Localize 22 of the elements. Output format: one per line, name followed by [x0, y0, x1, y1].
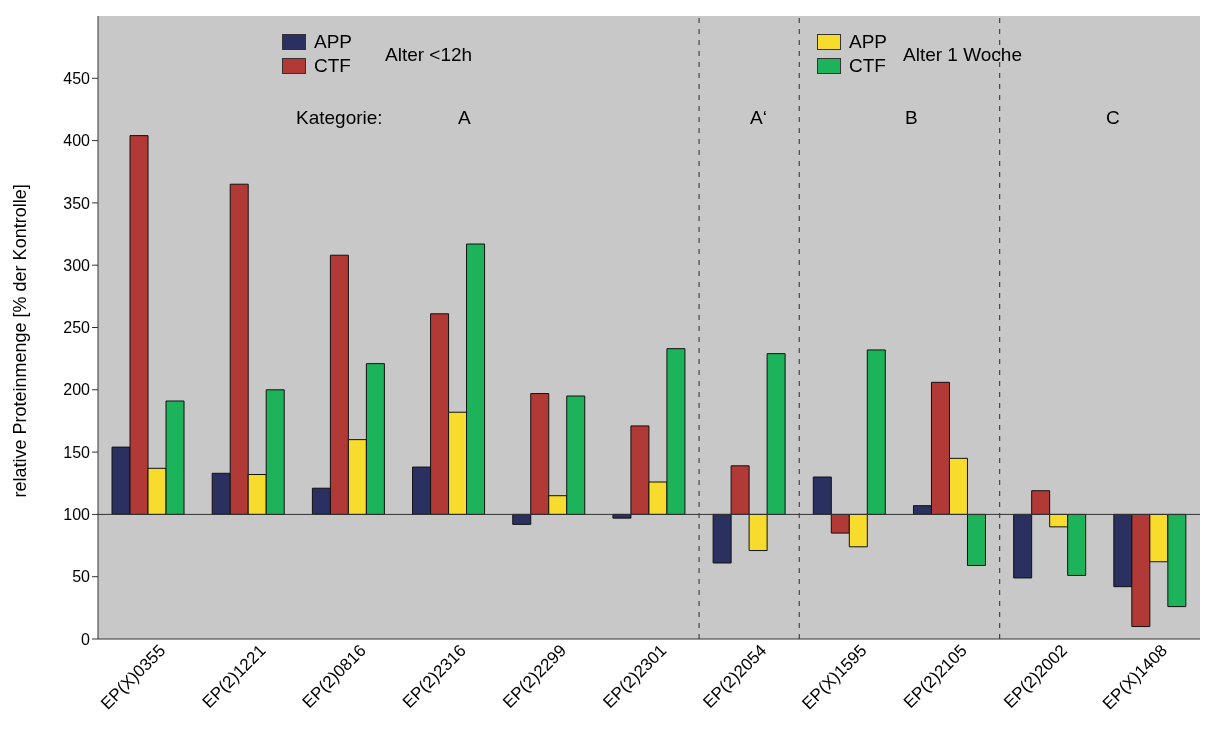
y-tick-label: 50	[72, 568, 91, 586]
y-tick-label: 150	[63, 443, 91, 461]
annotation: A‘	[750, 107, 767, 129]
y-tick-label: 200	[63, 381, 91, 399]
annotation: Kategorie:	[296, 107, 383, 129]
legend-label: APP	[849, 31, 888, 53]
y-tick-label: 450	[63, 69, 91, 87]
legend-label: CTF	[849, 55, 886, 77]
y-tick-label: 100	[63, 506, 91, 524]
annotation: C	[1106, 107, 1120, 129]
y-tick-label: 0	[81, 630, 91, 648]
annotation: A	[458, 107, 471, 129]
y-tick-label: 400	[63, 132, 91, 150]
y-tick-label: 300	[63, 256, 91, 274]
y-axis-title: relative Proteinmenge [% der Kontrolle]	[10, 184, 31, 498]
y-tick-label: 250	[63, 319, 91, 337]
legend-label: CTF	[314, 55, 351, 77]
annotation: Alter <12h	[385, 44, 473, 66]
y-tick-label: 350	[63, 194, 91, 212]
annotation: B	[905, 107, 918, 129]
annotation: Alter 1 Woche	[903, 44, 1022, 66]
legend-label: APP	[314, 31, 353, 53]
